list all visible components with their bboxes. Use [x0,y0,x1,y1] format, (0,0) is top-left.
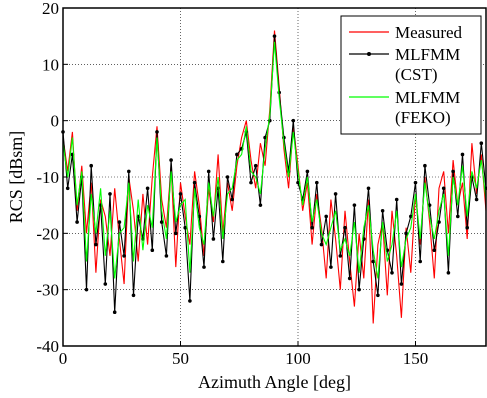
series-marker [127,169,131,174]
series-marker [305,169,310,174]
series-marker [122,254,126,258]
legend-label-1: Measured [395,23,463,42]
x-tick-label: 50 [172,349,189,368]
series-marker [211,237,216,241]
series-marker [235,152,239,157]
series-marker [474,197,479,202]
series-marker [164,254,169,258]
series-marker [258,203,263,207]
series-marker [399,282,404,286]
series-marker [343,225,347,230]
series-marker [376,293,380,298]
series-marker [319,242,324,247]
x-tick-label: 150 [403,349,429,368]
legend-label-line: (FEKO) [395,108,451,127]
series-marker [103,282,108,286]
series-marker [192,180,197,185]
series-marker [366,186,371,191]
series-marker [418,259,423,264]
series-marker [329,265,333,269]
x-axis-title: Azimuth Angle [deg] [198,372,351,392]
series-marker [94,242,98,247]
series-marker [338,254,343,258]
legend-label-2: MLFMM (CST) [395,45,460,84]
series-marker [479,141,484,145]
series-marker [169,158,173,162]
series-marker [202,265,206,269]
series-marker [188,299,192,303]
y-tick-label: -20 [36,224,59,243]
legend-label-line: (CST) [395,65,438,84]
series-marker [150,248,155,253]
series-marker [460,152,465,157]
series-marker [352,203,357,207]
series-marker [155,130,159,134]
series-marker [380,209,385,213]
series-marker [131,293,136,298]
series-marker [159,220,164,224]
series-marker [465,225,470,230]
series-marker [112,310,117,315]
series-marker [394,197,399,202]
legend-label-line: MLFMM [395,88,460,107]
series-marker [324,214,329,219]
series-marker [108,192,112,196]
series-marker [413,180,418,185]
series-marker [446,270,451,275]
series-marker [225,175,230,179]
legend-marker [367,52,371,56]
series-marker [451,169,455,174]
series-marker [315,180,319,185]
series-line-3 [62,41,487,279]
series-marker [390,270,394,275]
plot-frame [62,7,487,347]
x-tick-label: 100 [285,349,311,368]
series-marker [291,118,296,123]
legend-label-3: MLFMM (FEKO) [395,88,460,127]
series-marker [221,259,225,264]
y-tick-label: -10 [36,168,59,187]
tick-labels: -40 -30 -20 -10 0 10 20 0 50 100 150 [36,0,428,368]
legend-box [340,15,482,135]
series-marker [145,186,150,191]
series-marker [84,287,89,292]
series-marker [206,169,211,174]
y-tick-label: -30 [36,281,59,300]
series-marker [456,214,460,219]
series-marker [183,225,187,230]
series-marker [423,163,427,168]
series-marker [371,259,376,264]
legend-label-line: MLFMM [395,45,460,64]
series-marker [75,220,79,224]
series-marker [174,231,178,236]
series-marker [65,186,70,191]
series-marker [178,192,183,196]
series-marker [404,231,408,236]
series-layer [61,30,487,324]
series-marker [249,180,253,185]
series-marker [333,192,338,196]
series-marker [117,220,122,224]
y-tick-label: 20 [42,0,59,18]
series-marker [437,220,441,224]
series-marker [89,163,93,168]
x-tick-label: 0 [59,349,68,368]
series-marker [441,186,446,191]
series-marker [272,34,277,38]
y-axis-title: RCS [dBsm] [6,131,26,224]
series-marker [347,276,352,281]
series-marker [432,248,437,253]
series-marker [310,225,314,230]
legend-label-line: Measured [395,23,463,42]
y-tick-label: -40 [36,337,59,356]
series-marker [357,287,361,292]
y-tick-label: 10 [42,55,59,74]
series-marker [230,197,234,202]
y-tick-label: 0 [51,112,60,131]
series-marker [253,163,258,168]
